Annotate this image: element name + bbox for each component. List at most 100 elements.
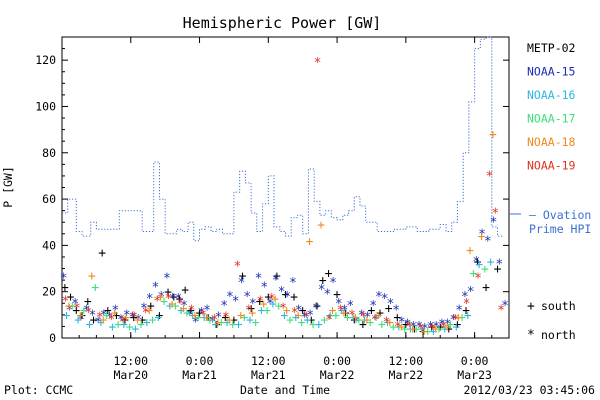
data-point-noaa-15: * xyxy=(472,255,480,270)
data-point-noaa-19: * xyxy=(199,308,207,323)
y-tick-label: 20 xyxy=(42,285,56,299)
data-point-noaa-16: + xyxy=(464,308,472,323)
data-point-metp-02: + xyxy=(333,288,341,303)
data-point-noaa-15: * xyxy=(163,271,171,286)
x-tick-date: Mar22 xyxy=(389,368,424,382)
data-point-noaa-19: * xyxy=(268,292,276,307)
data-point-noaa-19: * xyxy=(130,311,138,326)
data-point-noaa-15: * xyxy=(289,276,297,291)
data-point-metp-02: + xyxy=(290,290,298,305)
data-point-metp-02: + xyxy=(196,306,204,321)
data-point-metp-02: + xyxy=(213,318,221,333)
data-point-noaa-16: + xyxy=(487,255,495,270)
data-point-noaa-19: * xyxy=(451,313,459,328)
data-point-noaa-15: * xyxy=(306,308,314,323)
data-point-noaa-15: * xyxy=(249,297,257,312)
data-point-noaa-15: * xyxy=(444,318,452,333)
x-axis-label: Date and Time xyxy=(240,383,330,397)
data-point-noaa-15: * xyxy=(266,297,274,312)
data-point-noaa-15: * xyxy=(432,320,440,335)
data-point-noaa-18: + xyxy=(168,297,176,312)
data-point-metp-02: + xyxy=(454,318,462,333)
data-point-noaa-17: + xyxy=(412,322,420,337)
satellite-points: ++++++++ + + + ++++++++ + + + + +++ + +++ ++++++++ + +… xyxy=(60,56,509,340)
data-point-noaa-19: * xyxy=(153,294,161,309)
data-point-noaa-19: * xyxy=(279,301,287,316)
ovation-line xyxy=(62,36,504,242)
data-point-noaa-18: + xyxy=(145,304,153,319)
ovation-label-line1: — Ovation xyxy=(529,208,591,222)
data-point-metp-02: + xyxy=(113,308,121,323)
data-point-noaa-18: + xyxy=(306,234,314,249)
data-point-noaa-18: + xyxy=(111,306,119,321)
marker-legend-symbol: + xyxy=(527,299,535,314)
data-point-noaa-18: + xyxy=(478,230,486,245)
x-tick-date: Mar21 xyxy=(251,368,286,382)
data-point-noaa-17: + xyxy=(366,315,374,330)
data-point-noaa-16: + xyxy=(372,311,380,326)
data-point-noaa-18: + xyxy=(317,218,325,233)
data-point-metp-02: + xyxy=(264,290,272,305)
data-point-metp-02: + xyxy=(176,292,184,307)
data-point-metp-02: + xyxy=(104,304,112,319)
data-point-noaa-17: + xyxy=(378,318,386,333)
data-point-metp-02: + xyxy=(84,294,92,309)
data-point-noaa-15: * xyxy=(180,299,188,314)
data-point-noaa-16: + xyxy=(63,308,71,323)
data-point-noaa-15: * xyxy=(478,227,486,242)
data-point-noaa-17: + xyxy=(149,313,157,328)
data-point-noaa-15: * xyxy=(151,281,159,296)
y-tick-label: 0 xyxy=(49,331,56,345)
data-point-noaa-15: * xyxy=(501,299,509,314)
data-point-noaa-17: + xyxy=(298,315,306,330)
data-point-metp-02: + xyxy=(313,299,321,314)
data-point-noaa-15: * xyxy=(369,299,377,314)
data-point-noaa-16: + xyxy=(223,315,231,330)
data-point-metp-02: + xyxy=(130,311,138,326)
data-point-metp-02: + xyxy=(436,320,444,335)
data-point-noaa-15: * xyxy=(111,304,119,319)
data-point-noaa-16: + xyxy=(349,311,357,326)
data-point-noaa-16: + xyxy=(177,304,185,319)
x-axis: 12:00Mar200:00Mar2112:00Mar210:00Mar2212… xyxy=(61,37,510,382)
data-point-noaa-19: * xyxy=(142,306,150,321)
data-point-noaa-18: + xyxy=(248,306,256,321)
data-point-noaa-19: * xyxy=(119,315,127,330)
data-point-noaa-15: * xyxy=(364,311,372,326)
data-point-noaa-15: * xyxy=(232,294,240,309)
data-point-metp-02: + xyxy=(325,267,333,282)
data-point-noaa-19: * xyxy=(84,306,92,321)
data-point-noaa-17: + xyxy=(126,320,134,335)
data-point-noaa-19: * xyxy=(211,313,219,328)
data-point-noaa-15: * xyxy=(283,290,291,305)
data-point-noaa-18: + xyxy=(329,304,337,319)
data-point-noaa-15: * xyxy=(134,313,142,328)
data-point-metp-02: + xyxy=(61,281,69,296)
data-point-noaa-19: * xyxy=(463,297,471,312)
data-point-noaa-15: * xyxy=(209,315,217,330)
data-point-noaa-15: * xyxy=(272,274,280,289)
data-point-noaa-17: + xyxy=(103,308,111,323)
marker-legend: + south * north xyxy=(527,299,576,343)
data-point-noaa-19: * xyxy=(371,313,379,328)
x-tick-time: 12:00 xyxy=(113,354,148,368)
data-point-noaa-15: * xyxy=(392,304,400,319)
data-point-noaa-18: + xyxy=(88,269,96,284)
data-point-noaa-18: + xyxy=(237,308,245,323)
marker-legend-symbol: * xyxy=(527,328,535,343)
data-point-noaa-18: + xyxy=(99,313,107,328)
x-tick-date: Mar23 xyxy=(457,368,492,382)
data-point-noaa-16: + xyxy=(143,315,151,330)
data-point-noaa-19: * xyxy=(165,292,173,307)
data-point-metp-02: + xyxy=(411,322,419,337)
data-point-noaa-15: * xyxy=(83,304,91,319)
data-point-noaa-15: * xyxy=(386,297,394,312)
data-point-noaa-17: + xyxy=(447,318,455,333)
data-point-noaa-15: * xyxy=(255,271,263,286)
data-point-noaa-18: + xyxy=(432,322,440,337)
data-point-noaa-18: + xyxy=(340,306,348,321)
data-point-noaa-19: * xyxy=(256,294,264,309)
data-point-noaa-16: + xyxy=(395,320,403,335)
legend-entry-noaa-18: NOAA-18 xyxy=(527,135,576,149)
data-point-noaa-17: + xyxy=(229,318,237,333)
